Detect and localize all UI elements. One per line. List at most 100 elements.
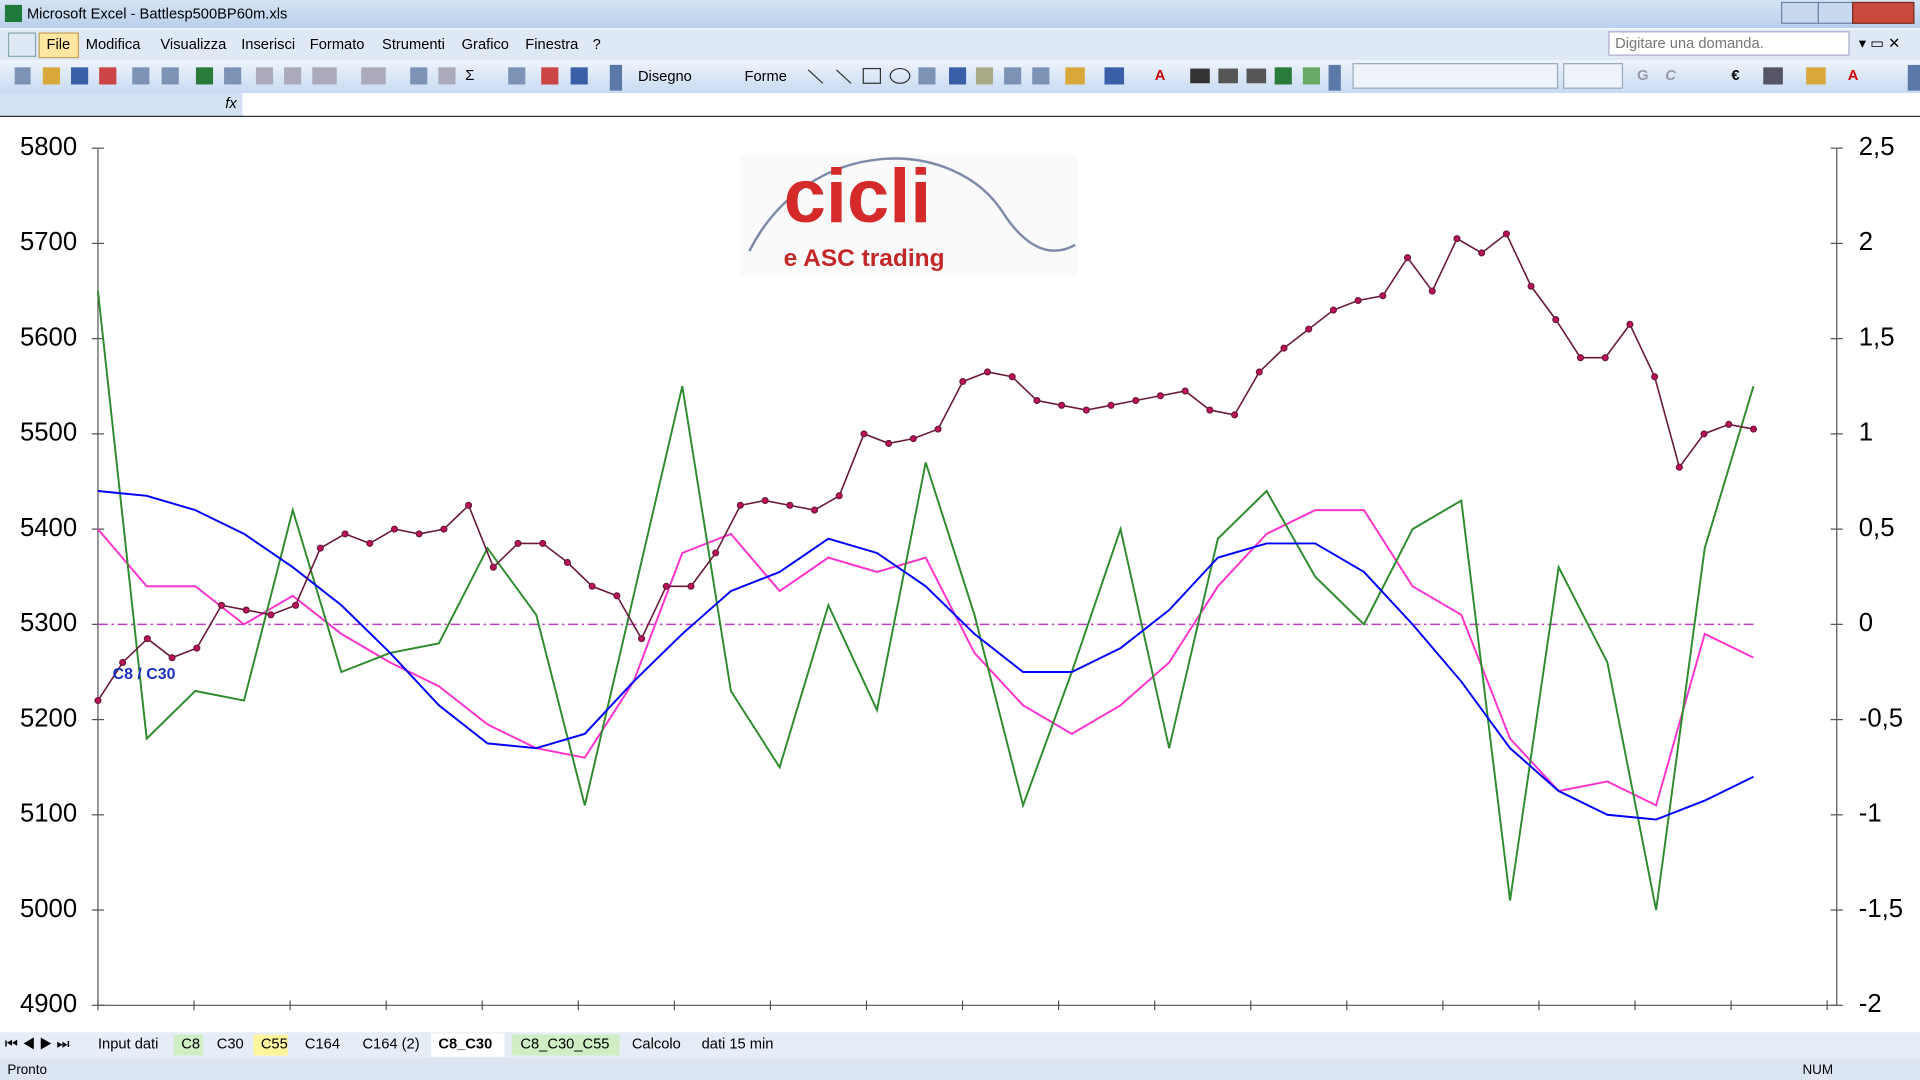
shapes-menu[interactable]: Forme bbox=[744, 69, 786, 85]
data-marker bbox=[1552, 316, 1560, 324]
data-marker bbox=[1453, 235, 1461, 243]
menu-item[interactable]: Finestra bbox=[525, 37, 579, 53]
menu-item[interactable]: Strumenti bbox=[382, 37, 445, 53]
status-text: Pronto bbox=[7, 1062, 47, 1077]
menu-bar bbox=[0, 29, 1920, 61]
data-marker bbox=[267, 611, 275, 619]
help-box[interactable] bbox=[1608, 31, 1850, 56]
help-box-text: Digitare una domanda. bbox=[1615, 36, 1764, 52]
data-marker bbox=[959, 377, 967, 386]
italic-button[interactable]: C bbox=[1665, 68, 1676, 84]
tab-bg bbox=[173, 1034, 204, 1056]
logo-title: cicli bbox=[784, 154, 932, 239]
data-marker bbox=[860, 430, 868, 438]
sheet-tab[interactable]: dati 15 min bbox=[702, 1036, 774, 1052]
data-marker bbox=[638, 635, 646, 643]
data-marker bbox=[341, 530, 349, 538]
data-marker bbox=[1651, 373, 1659, 381]
drawing-menu[interactable]: Disegno bbox=[638, 69, 692, 85]
tab-nav[interactable]: ⏮ ◀ ▶ ⏭ bbox=[5, 1036, 71, 1052]
data-marker bbox=[217, 601, 226, 609]
data-marker bbox=[168, 654, 176, 662]
font-size-box[interactable] bbox=[1563, 63, 1624, 89]
y2-tick-label: 2,5 bbox=[1859, 133, 1895, 161]
menu-item[interactable]: Grafico bbox=[462, 37, 509, 53]
menu-item[interactable]: Modifica bbox=[86, 37, 142, 53]
data-marker bbox=[1181, 387, 1189, 395]
doc-controls[interactable]: ▾ ▭ ✕ bbox=[1859, 36, 1901, 52]
data-marker bbox=[1379, 292, 1387, 300]
sheet-tab[interactable]: C164 bbox=[305, 1036, 340, 1052]
data-marker bbox=[1749, 425, 1758, 433]
app-icon bbox=[4, 4, 23, 23]
font-name-box[interactable] bbox=[1352, 63, 1559, 89]
sheet-tab[interactable]: Input dati bbox=[98, 1036, 158, 1052]
data-marker bbox=[909, 435, 917, 443]
data-marker bbox=[1231, 411, 1239, 419]
chart-annotation: C8 / C30 bbox=[113, 666, 176, 683]
workbook-icon bbox=[7, 32, 37, 57]
data-marker bbox=[440, 525, 448, 533]
menu-item[interactable]: ? bbox=[593, 37, 601, 53]
num-lock: NUM bbox=[1802, 1062, 1833, 1077]
menu-item[interactable]: Formato bbox=[310, 37, 365, 53]
data-marker bbox=[761, 496, 769, 505]
font-color-button[interactable]: A bbox=[1155, 68, 1166, 84]
arrow-tool[interactable] bbox=[835, 69, 852, 84]
data-marker bbox=[514, 539, 522, 547]
y-tick-label: 5200 bbox=[20, 704, 77, 732]
sheet-tab[interactable]: C164 (2) bbox=[362, 1036, 419, 1052]
data-marker bbox=[1403, 254, 1412, 262]
bold-button[interactable]: G bbox=[1637, 68, 1648, 84]
data-marker bbox=[934, 425, 942, 433]
y-tick-label: 5100 bbox=[20, 800, 77, 828]
data-marker bbox=[1058, 401, 1066, 409]
data-marker bbox=[539, 539, 547, 547]
data-marker bbox=[1601, 354, 1609, 362]
data-marker bbox=[316, 544, 324, 552]
toolbar-icons bbox=[14, 64, 1920, 91]
sheet-tab[interactable]: C55 bbox=[261, 1036, 288, 1052]
data-marker bbox=[588, 582, 596, 590]
logo-subtitle: e ASC trading bbox=[784, 245, 945, 272]
formula-bar bbox=[0, 93, 1920, 117]
fx-button[interactable]: fx bbox=[225, 96, 237, 112]
data-marker bbox=[736, 501, 744, 509]
sheet-tab[interactable]: C8_C30_C55 bbox=[520, 1036, 609, 1052]
data-marker bbox=[1033, 396, 1041, 405]
chart: 4900 5000 5100 5200 5300 5400 5500 5600 5700 5800… bbox=[20, 133, 1903, 1018]
minimize-button[interactable] bbox=[1781, 1, 1819, 24]
menu-item[interactable]: Inserisci bbox=[241, 37, 295, 53]
sum-button[interactable]: Σ bbox=[465, 68, 474, 84]
data-marker bbox=[292, 601, 300, 609]
data-marker bbox=[1329, 306, 1337, 314]
name-box[interactable] bbox=[0, 93, 243, 117]
menu-item[interactable]: Visualizza bbox=[160, 37, 227, 53]
line-tool[interactable] bbox=[807, 69, 824, 84]
menu-item[interactable]: File bbox=[47, 37, 71, 53]
data-marker bbox=[1082, 406, 1090, 414]
font-color-button[interactable]: A bbox=[1848, 68, 1859, 84]
data-marker bbox=[1107, 401, 1115, 409]
data-marker bbox=[1626, 320, 1634, 328]
maximize-button[interactable] bbox=[1817, 1, 1854, 24]
data-marker bbox=[415, 530, 423, 538]
y2-tick-label: -1 bbox=[1859, 800, 1882, 828]
data-marker bbox=[662, 582, 670, 590]
euro-button[interactable]: € bbox=[1731, 68, 1739, 84]
sheet-tab[interactable]: C8 bbox=[181, 1036, 200, 1052]
title-bar bbox=[0, 0, 1920, 29]
data-marker bbox=[687, 582, 695, 590]
data-marker bbox=[1478, 249, 1486, 257]
sheet-tab[interactable]: C30 bbox=[217, 1036, 244, 1052]
sheet-tab[interactable]: C8_C30 bbox=[438, 1036, 492, 1052]
y-tick-label: 5400 bbox=[20, 514, 77, 542]
data-marker bbox=[835, 492, 843, 500]
data-marker bbox=[465, 501, 473, 509]
data-marker bbox=[489, 563, 497, 571]
data-marker bbox=[242, 606, 250, 614]
close-button[interactable] bbox=[1852, 1, 1915, 24]
data-marker bbox=[1156, 392, 1165, 400]
tab-bg bbox=[253, 1034, 288, 1056]
sheet-tab[interactable]: Calcolo bbox=[632, 1036, 681, 1052]
